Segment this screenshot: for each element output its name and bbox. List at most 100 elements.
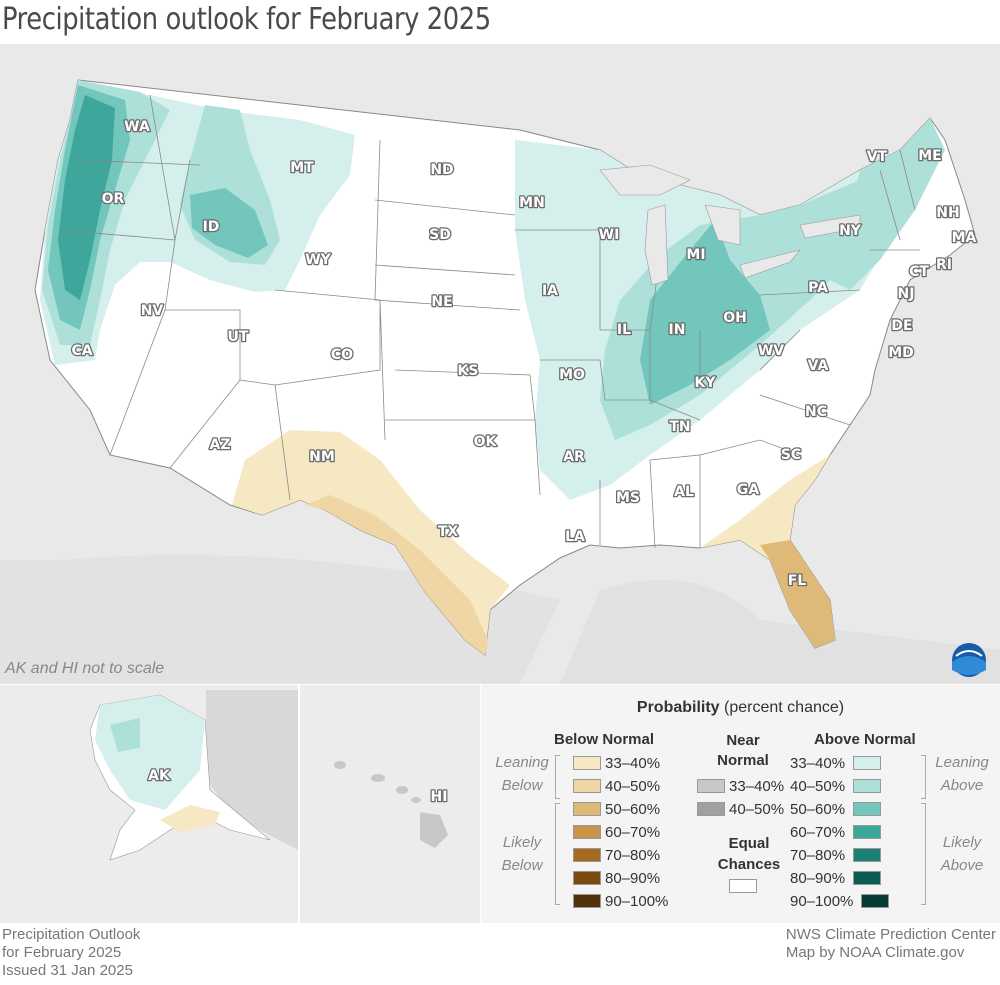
hawaii-inset — [300, 685, 480, 923]
state-label-ca: CA — [71, 343, 92, 359]
state-label-hi: HI — [431, 789, 448, 805]
state-label-ga: GA — [737, 482, 759, 498]
legend-item: 33–40% — [697, 776, 784, 796]
legend-item: 70–80% — [790, 845, 882, 865]
legend-label: 40–50% — [729, 800, 785, 818]
legend-swatch — [573, 756, 601, 770]
legend-swatch — [573, 894, 601, 908]
state-label-nh: NH — [936, 205, 959, 221]
equal-chances-swatch — [729, 879, 757, 893]
legend-item: 40–50% — [790, 776, 882, 796]
state-label-ut: UT — [228, 329, 249, 345]
legend-swatch — [853, 802, 882, 816]
state-label-ia: IA — [542, 283, 558, 299]
legend-item: 40–50% — [697, 799, 784, 819]
state-label-id: ID — [203, 219, 220, 235]
state-label-tx: TX — [438, 524, 459, 540]
equal-chances-label: Equal Chances — [717, 835, 781, 873]
legend-swatch — [861, 894, 890, 908]
state-label-nm: NM — [309, 449, 335, 465]
state-label-ak: AK — [148, 768, 171, 784]
legend-label: 70–80% — [605, 846, 661, 864]
legend-label: 60–70% — [790, 823, 846, 841]
legend-item: 50–60% — [790, 799, 882, 819]
state-label-az: AZ — [210, 437, 231, 453]
legend-item: 60–70% — [573, 822, 660, 842]
legend-item: 33–40% — [573, 753, 660, 773]
legend-swatch — [853, 825, 882, 839]
state-label-oh: OH — [723, 310, 747, 326]
state-label-co: CO — [331, 347, 353, 363]
state-label-tn: TN — [669, 419, 690, 435]
legend-label: 40–50% — [790, 777, 846, 795]
near-normal-header: Near Normal — [717, 732, 769, 769]
state-label-ri: RI — [936, 257, 952, 273]
state-label-in: IN — [669, 322, 686, 338]
state-label-nd: ND — [430, 162, 453, 178]
legend-label: 90–100% — [605, 892, 669, 910]
state-label-la: LA — [565, 529, 585, 545]
state-label-fl: FL — [788, 573, 807, 589]
state-label-nc: NC — [805, 404, 827, 420]
state-label-mo: MO — [559, 367, 585, 383]
leaning-above-label: Leaning Above — [935, 754, 989, 794]
state-label-me: ME — [918, 148, 942, 164]
legend-swatch — [573, 848, 601, 862]
legend-swatch — [853, 779, 882, 793]
state-label-wi: WI — [599, 227, 620, 243]
great-lakes — [599, 164, 861, 286]
state-label-ma: MA — [952, 230, 977, 246]
state-labels: WA OR CA ID NV MT WY UT AZ CO NM ND SD NE KS OK TX MN IA MO… — [70, 118, 978, 807]
state-label-nv: NV — [141, 303, 164, 319]
state-label-ct: CT — [909, 264, 929, 280]
state-label-il: IL — [617, 322, 631, 338]
legend-swatch — [853, 848, 882, 862]
state-label-wa: WA — [124, 119, 150, 135]
state-label-ar: AR — [563, 449, 585, 465]
state-label-mn: MN — [519, 195, 545, 211]
state-label-mi: MI — [686, 247, 705, 263]
below-normal-header: Below Normal — [554, 731, 655, 748]
legend-label: 33–40% — [790, 754, 846, 772]
state-label-or: OR — [102, 191, 125, 207]
alaska-inset — [0, 685, 298, 923]
state-label-md: MD — [888, 345, 914, 361]
scale-note: AK and HI not to scale — [5, 660, 165, 677]
legend-item: 90–100% — [790, 891, 890, 911]
legend-label: 90–100% — [790, 892, 854, 910]
state-label-sc: SC — [781, 447, 801, 463]
legend-label: 80–90% — [605, 869, 661, 887]
state-label-wy: WY — [305, 252, 331, 268]
likely-below-label: Likely Below — [501, 834, 543, 874]
state-label-ms: MS — [616, 490, 640, 506]
state-label-de: DE — [891, 318, 912, 334]
state-borders — [59, 94, 920, 549]
state-label-va: VA — [808, 358, 829, 374]
legend-item: 50–60% — [573, 799, 660, 819]
state-label-wv: WV — [758, 343, 784, 359]
state-label-ny: NY — [839, 223, 862, 239]
legend-swatch — [853, 756, 882, 770]
page-title: Precipitation outlook for February 2025 — [2, 2, 491, 37]
state-label-vt: VT — [867, 149, 888, 165]
leaning-below-label: Leaning Below — [495, 754, 549, 794]
legend-swatch — [573, 871, 601, 885]
legend-swatch — [697, 779, 725, 793]
state-label-ky: KY — [695, 375, 717, 391]
state-label-al: AL — [674, 484, 694, 500]
legend-label: 70–80% — [790, 846, 846, 864]
legend-item: 90–100% — [573, 891, 668, 911]
legend-item: 70–80% — [573, 845, 660, 865]
legend-item: 33–40% — [790, 753, 882, 773]
legend-label: 33–40% — [605, 754, 661, 772]
legend-label: 50–60% — [605, 800, 661, 818]
state-label-ne: NE — [431, 294, 452, 310]
legend-swatch — [573, 802, 601, 816]
state-label-ok: OK — [474, 434, 498, 450]
legend-swatch — [697, 802, 725, 816]
legend: Probability (percent chance) Below Norma… — [481, 685, 1000, 923]
legend-swatch — [853, 871, 882, 885]
legend-title: Probability (percent chance) — [636, 699, 845, 716]
legend-item: 40–50% — [573, 776, 660, 796]
